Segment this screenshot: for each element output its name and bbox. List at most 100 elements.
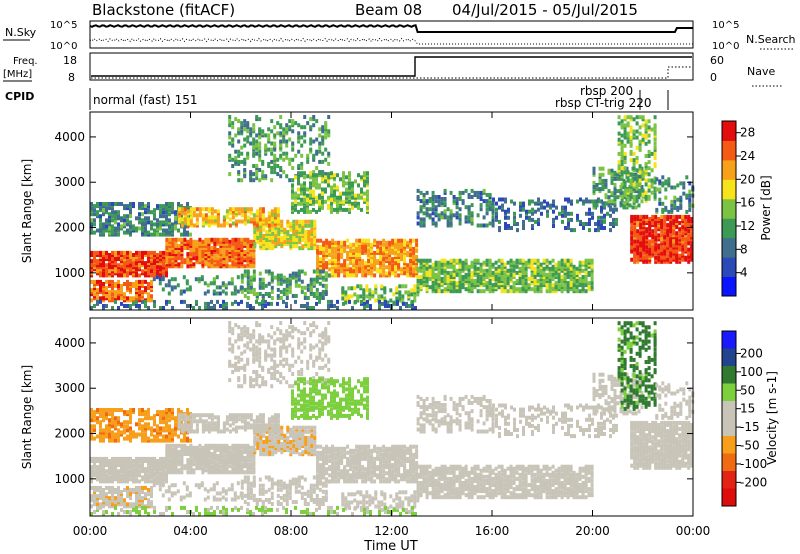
power-cell: [437, 270, 441, 275]
power-cell: [237, 246, 241, 250]
power-cell: [218, 291, 222, 296]
velocity-cell: [141, 475, 144, 480]
power-cell: [159, 204, 162, 209]
power-cell: [401, 284, 405, 289]
power-cell: [159, 273, 162, 278]
power-cell: [135, 226, 138, 231]
power-cell: [560, 289, 564, 294]
power-cell: [108, 282, 111, 286]
power-cell: [150, 257, 153, 262]
power-cell: [259, 223, 263, 228]
power-cell: [657, 247, 661, 252]
power-cell: [333, 304, 336, 308]
power-cell: [576, 217, 579, 222]
power-cell: [631, 172, 635, 177]
power-cell: [461, 199, 465, 204]
power-cell: [348, 191, 351, 196]
power-cell: [267, 292, 271, 296]
power-cell: [174, 252, 178, 257]
power-cell: [458, 197, 462, 201]
power-cell: [234, 246, 238, 250]
power-cell: [246, 219, 250, 224]
power-cell: [282, 137, 286, 142]
power-cell: [102, 286, 105, 291]
power-cell: [349, 248, 353, 253]
power-cell: [651, 239, 655, 244]
power-cell: [132, 263, 135, 268]
power-cell: [309, 285, 313, 290]
power-cell: [373, 240, 377, 245]
velocity-cell: [189, 468, 193, 473]
power-cell: [312, 281, 316, 286]
power-cell: [419, 190, 423, 195]
power-cell: [201, 219, 205, 224]
velocity-cell: [108, 479, 111, 484]
power-cell: [309, 125, 313, 130]
power-cell: [572, 283, 576, 288]
power-cell: [215, 291, 219, 296]
power-cell: [331, 273, 335, 278]
power-cell: [252, 137, 256, 142]
power-cell: [419, 205, 423, 210]
power-cell: [90, 259, 93, 264]
power-cell: [598, 172, 602, 177]
power-cell: [276, 164, 280, 168]
power-cell: [207, 207, 211, 212]
power-cell: [672, 214, 676, 219]
power-cell: [653, 141, 657, 146]
power-cell: [114, 202, 117, 206]
power-cell: [639, 233, 643, 238]
power-cell: [431, 283, 435, 288]
power-cell: [635, 194, 639, 199]
power-cell: [638, 115, 642, 120]
power-cell: [270, 209, 274, 214]
power-cell: [111, 279, 114, 284]
power-cell: [628, 197, 632, 202]
power-cell: [428, 258, 432, 263]
power-cell: [638, 182, 642, 187]
power-cell: [570, 201, 573, 206]
power-cell: [428, 199, 432, 204]
power-cell: [206, 283, 210, 288]
velocity-cell: [99, 463, 102, 468]
power-cell: [261, 219, 265, 224]
power-cell: [90, 288, 93, 293]
power-cell: [504, 215, 507, 220]
power-cell: [234, 155, 238, 160]
power-cell: [405, 301, 408, 306]
power-cell: [117, 226, 120, 231]
power-cell: [342, 301, 345, 306]
power-cell: [630, 217, 634, 221]
power-cell: [357, 201, 360, 206]
power-cell: [249, 207, 253, 212]
power-cell: [120, 292, 123, 297]
power-cell: [186, 264, 190, 269]
power-cell: [623, 170, 627, 175]
power-cell: [412, 246, 416, 251]
power-cell: [158, 277, 162, 282]
power-cell: [669, 243, 673, 248]
power-cell: [117, 263, 120, 268]
power-cell: [620, 162, 624, 167]
power-cell: [470, 195, 474, 199]
power-cell: [630, 237, 634, 242]
power-cell: [533, 266, 537, 271]
power-cell: [491, 205, 495, 210]
power-cell: [590, 277, 594, 281]
power-cell: [415, 246, 419, 251]
power-cell: [262, 234, 266, 238]
power-cell: [352, 253, 356, 257]
power-cell: [231, 137, 235, 142]
power-cell: [440, 258, 444, 263]
power-cell: [684, 217, 688, 221]
freq-unit: [MHz]: [3, 69, 32, 80]
power-cell: [558, 211, 561, 216]
power-cell: [282, 157, 286, 162]
power-cell: [382, 238, 386, 243]
power-cell: [319, 246, 323, 251]
power-cell: [619, 185, 623, 189]
power-cell: [663, 245, 667, 250]
power-cell: [352, 242, 356, 247]
power-cell: [270, 119, 274, 124]
power-cell: [642, 223, 646, 228]
